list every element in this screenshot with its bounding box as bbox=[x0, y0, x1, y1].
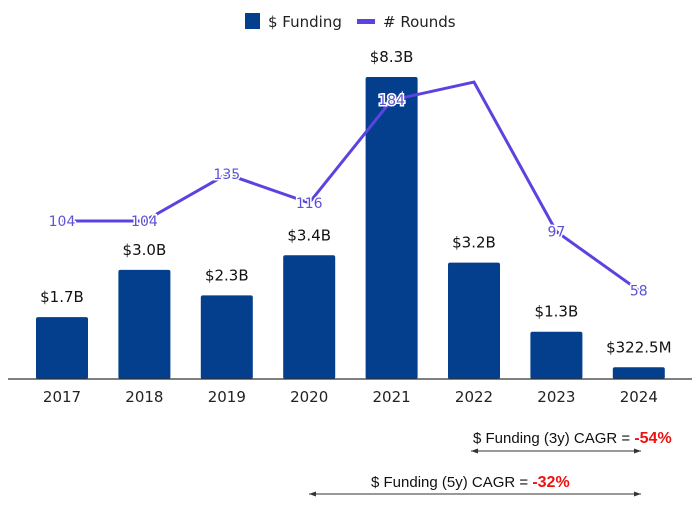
bar-label-2023: $1.3B bbox=[535, 303, 579, 321]
legend-funding-label: $ Funding bbox=[268, 13, 342, 31]
rounds-label-2021: 184 bbox=[378, 93, 405, 109]
bar-label-2021: $8.3B bbox=[370, 48, 414, 66]
bar-label-2022: $3.2B bbox=[452, 234, 496, 252]
rounds-label-2019: 135 bbox=[213, 167, 240, 183]
bar-2024 bbox=[612, 367, 665, 379]
bar-2020 bbox=[283, 255, 336, 379]
x-tick-2019: 2019 bbox=[208, 388, 246, 406]
legend-rounds-label: # Rounds bbox=[383, 13, 456, 31]
bar-value-labels: $1.7B $3.0B $2.3B $3.4B $8.3B $3.2B $1.3B $322.… bbox=[39, 47, 673, 358]
bar-2021 bbox=[365, 77, 418, 379]
cagr-5y-text: $ Funding (5y) CAGR = -32% bbox=[371, 474, 570, 491]
x-tick-2024: 2024 bbox=[620, 388, 658, 406]
x-tick-labels: 2017 2018 2019 2020 2021 2022 2023 2024 bbox=[43, 388, 658, 406]
x-tick-2022: 2022 bbox=[455, 388, 493, 406]
rounds-label-2018: 104 bbox=[131, 214, 158, 230]
bar-2022 bbox=[448, 262, 500, 379]
legend-rounds-swatch bbox=[357, 19, 375, 24]
rounds-label-2017: 104 bbox=[49, 214, 76, 230]
rounds-label-2020: 116 bbox=[296, 196, 323, 212]
rounds-label-2024: 58 bbox=[630, 283, 648, 299]
bar-2023 bbox=[530, 331, 583, 379]
legend-funding-swatch bbox=[245, 13, 260, 29]
cagr-3y-annotation: $ Funding (3y) CAGR = -54% bbox=[471, 430, 672, 454]
x-tick-2018: 2018 bbox=[125, 388, 163, 406]
cagr-3y-label: $ Funding (3y) CAGR = bbox=[473, 430, 634, 447]
bar-label-2019: $2.3B bbox=[205, 266, 249, 284]
bar-2017 bbox=[36, 317, 88, 379]
cagr-5y-value: -32% bbox=[532, 474, 569, 491]
cagr-3y-value: -54% bbox=[634, 430, 671, 447]
cagr-3y-text: $ Funding (3y) CAGR = -54% bbox=[473, 430, 672, 447]
bar-label-2020: $3.4B bbox=[287, 226, 331, 244]
bar-label-2024: $322.5M bbox=[606, 338, 671, 356]
legend: $ Funding # Rounds bbox=[245, 13, 456, 31]
x-tick-2021: 2021 bbox=[373, 388, 411, 406]
bar-label-2018: $3.0B bbox=[123, 241, 167, 259]
x-tick-2020: 2020 bbox=[290, 388, 328, 406]
bar-label-2017: $1.7B bbox=[40, 288, 84, 306]
rounds-line-series bbox=[61, 80, 640, 292]
rounds-line bbox=[62, 80, 640, 292]
bar-2019 bbox=[200, 295, 253, 379]
x-tick-2017: 2017 bbox=[43, 388, 81, 406]
funding-bars bbox=[36, 77, 665, 379]
cagr-5y-annotation: $ Funding (5y) CAGR = -32% bbox=[309, 474, 641, 497]
rounds-value-labels: 104 104 135 116 184 97 58 bbox=[47, 92, 649, 301]
bar-2018 bbox=[118, 269, 171, 379]
rounds-label-2023: 97 bbox=[547, 225, 565, 241]
cagr-5y-label: $ Funding (5y) CAGR = bbox=[371, 474, 532, 491]
x-tick-2023: 2023 bbox=[537, 388, 575, 406]
